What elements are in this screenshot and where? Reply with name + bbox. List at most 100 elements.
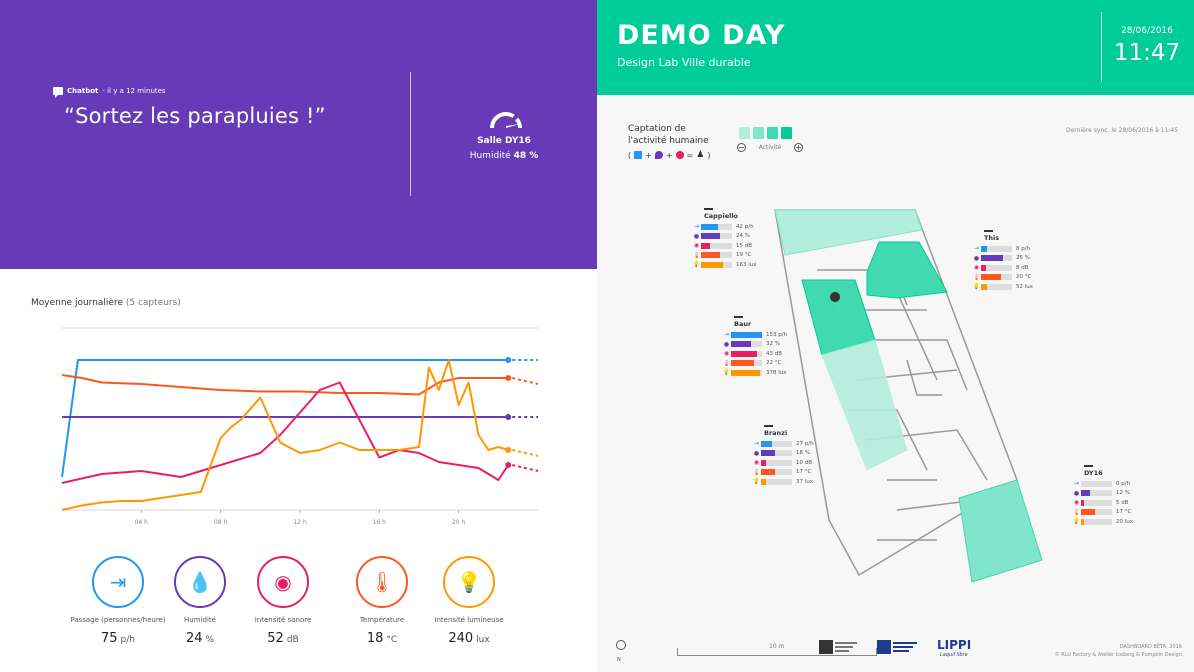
room-stat-value: 22 °C bbox=[766, 360, 782, 367]
daily-average-chart: 04 h 08 h 12 h 16 h 20 h bbox=[61, 327, 539, 526]
chatbot-source: Chatbot bbox=[67, 87, 99, 95]
room-stat-bar bbox=[1081, 490, 1112, 497]
room-stat-row: 🌡 19 °C bbox=[692, 251, 762, 261]
formula-open: ( bbox=[628, 150, 632, 160]
water-drop-icon: ● bbox=[973, 254, 980, 262]
salle-humidity-value: 48 % bbox=[513, 151, 539, 161]
thermometer-icon: 🌡 bbox=[972, 273, 981, 281]
room-stat-fill bbox=[761, 459, 766, 466]
metric-circle: ◉ bbox=[257, 556, 309, 608]
room-stat-value: 5 dB bbox=[1116, 499, 1129, 506]
chatbot-time: - il y a 12 minutes bbox=[102, 87, 166, 95]
room-stat-fill bbox=[981, 264, 986, 271]
series-forecast-4 bbox=[512, 449, 539, 457]
room-stat-bar bbox=[731, 360, 762, 367]
room-stat-fill bbox=[761, 450, 775, 457]
series-line-0 bbox=[61, 359, 509, 478]
bulb-icon: 💡 bbox=[722, 369, 731, 377]
room-stat-bar bbox=[761, 440, 792, 447]
activity-legend: − Activité + bbox=[737, 127, 803, 152]
room-stat-row: ● 32 % bbox=[722, 340, 792, 350]
room-stat-fill bbox=[701, 252, 720, 259]
room-stats: ⇥ 42 p/h ● 24 % ◉ 15 dB 🌡 19 °C 💡 163 lux bbox=[692, 222, 762, 270]
room-stat-fill bbox=[1081, 490, 1091, 497]
metric-value: 18 °C bbox=[366, 631, 398, 646]
room-stat-bar bbox=[761, 478, 792, 485]
room-stat-row: ● 25 % bbox=[972, 254, 1042, 264]
metric-unit: °C bbox=[386, 635, 398, 645]
salle-name: Salle DY16 bbox=[477, 136, 531, 146]
enter-icon: ⇥ bbox=[973, 245, 980, 253]
enter-icon: ⇥ bbox=[109, 570, 127, 594]
metric-3: 🌡 Température 18 °C bbox=[322, 556, 442, 646]
salle-humidity-label: Humidité bbox=[469, 151, 511, 161]
divider bbox=[410, 72, 411, 196]
metric-unit: dB bbox=[286, 635, 299, 645]
series-forecast-3 bbox=[512, 464, 539, 472]
room-stat-row: ⇥ 27 p/h bbox=[752, 439, 822, 449]
activity-label: Activité bbox=[758, 144, 782, 151]
thermometer-icon: 🌡 bbox=[369, 570, 395, 594]
series-line-3 bbox=[61, 381, 510, 484]
captation-title-line1: Captation de bbox=[628, 124, 686, 134]
room-cappiello-volume bbox=[774, 209, 923, 256]
room-stat-bar bbox=[761, 469, 792, 476]
bulb-icon: 💡 bbox=[692, 261, 701, 269]
room-stat-fill bbox=[1081, 509, 1095, 516]
footer-copyright: © RLU Factory & Atelier Iceberg & Pumpki… bbox=[1054, 652, 1182, 658]
room-stat-row: ◉ 5 dB bbox=[1072, 498, 1142, 508]
header-time: 11:47 bbox=[1113, 40, 1181, 66]
room-stat-row: ◉ 10 dB bbox=[752, 458, 822, 468]
room-stat-value: 8 p/h bbox=[1016, 245, 1031, 252]
activity-level-2 bbox=[753, 127, 764, 139]
room-label: DY16 bbox=[1084, 465, 1103, 477]
water-drop-icon: ● bbox=[723, 340, 730, 348]
room-stat-bar bbox=[981, 274, 1012, 281]
series-endpoint-2 bbox=[505, 414, 512, 420]
activity-level-3 bbox=[767, 127, 778, 139]
plus-icon[interactable]: + bbox=[794, 143, 803, 152]
bulb-icon: 💡 bbox=[1072, 518, 1081, 526]
room-stat-value: 25 % bbox=[1016, 255, 1030, 262]
x-tick-label: 04 h bbox=[135, 519, 149, 526]
metric-label: Intensité sonore bbox=[254, 616, 312, 624]
room-stat-value: 10 dB bbox=[796, 459, 813, 466]
room-stat-value: 17 °C bbox=[1116, 509, 1132, 516]
metric-value: 52 dB bbox=[267, 631, 299, 646]
room-stat-row: ⇥ 42 p/h bbox=[692, 222, 762, 232]
room-stat-fill bbox=[981, 245, 988, 252]
sound-icon: ◉ bbox=[753, 459, 760, 467]
series-endpoint-0 bbox=[505, 357, 512, 363]
metric-1: 💧 Humidité 24% bbox=[140, 556, 260, 646]
room-stat-fill bbox=[701, 223, 719, 230]
minus-icon[interactable]: − bbox=[737, 143, 746, 152]
room-stat-bar bbox=[731, 350, 762, 357]
room-stat-value: 43 dB bbox=[766, 350, 783, 357]
room-stats: ⇥ 27 p/h ● 18 % ◉ 10 dB 🌡 17 °C 💡 37 lux bbox=[752, 439, 822, 487]
room-stat-value: 18 % bbox=[796, 450, 810, 457]
x-tick-label: 16 h bbox=[373, 519, 387, 526]
footer-beta: DASHBOARD BÊTA, 2016 bbox=[1119, 644, 1182, 650]
room-stat-bar bbox=[981, 264, 1012, 271]
thermometer-icon: 🌡 bbox=[752, 468, 761, 476]
metric-circle: 💡 bbox=[443, 556, 495, 608]
room-stat-fill bbox=[981, 274, 1002, 281]
activity-level-1 bbox=[739, 127, 750, 139]
bulb-icon: 💡 bbox=[752, 478, 761, 486]
room-stat-fill bbox=[731, 341, 752, 348]
room-stat-bar bbox=[701, 223, 732, 230]
room-stat-fill bbox=[761, 469, 775, 476]
room-stat-fill bbox=[701, 261, 723, 268]
captation-title-line2: l'activité humaine bbox=[628, 136, 709, 146]
salle-humidity: Humidité 48 % bbox=[440, 151, 568, 161]
room-stat-value: 20 lux bbox=[1116, 518, 1134, 525]
partner-logo-2-icon bbox=[877, 640, 921, 660]
room-stat-value: 37 lux bbox=[796, 478, 814, 485]
lippi-tagline: Laquil libre bbox=[940, 652, 968, 658]
room-stat-fill bbox=[731, 331, 762, 338]
room-stat-value: 24 % bbox=[736, 233, 750, 240]
formula-plus: + bbox=[645, 150, 652, 160]
divider bbox=[1101, 12, 1102, 82]
room-stat-bar bbox=[761, 450, 792, 457]
room-stat-fill bbox=[981, 255, 1003, 262]
